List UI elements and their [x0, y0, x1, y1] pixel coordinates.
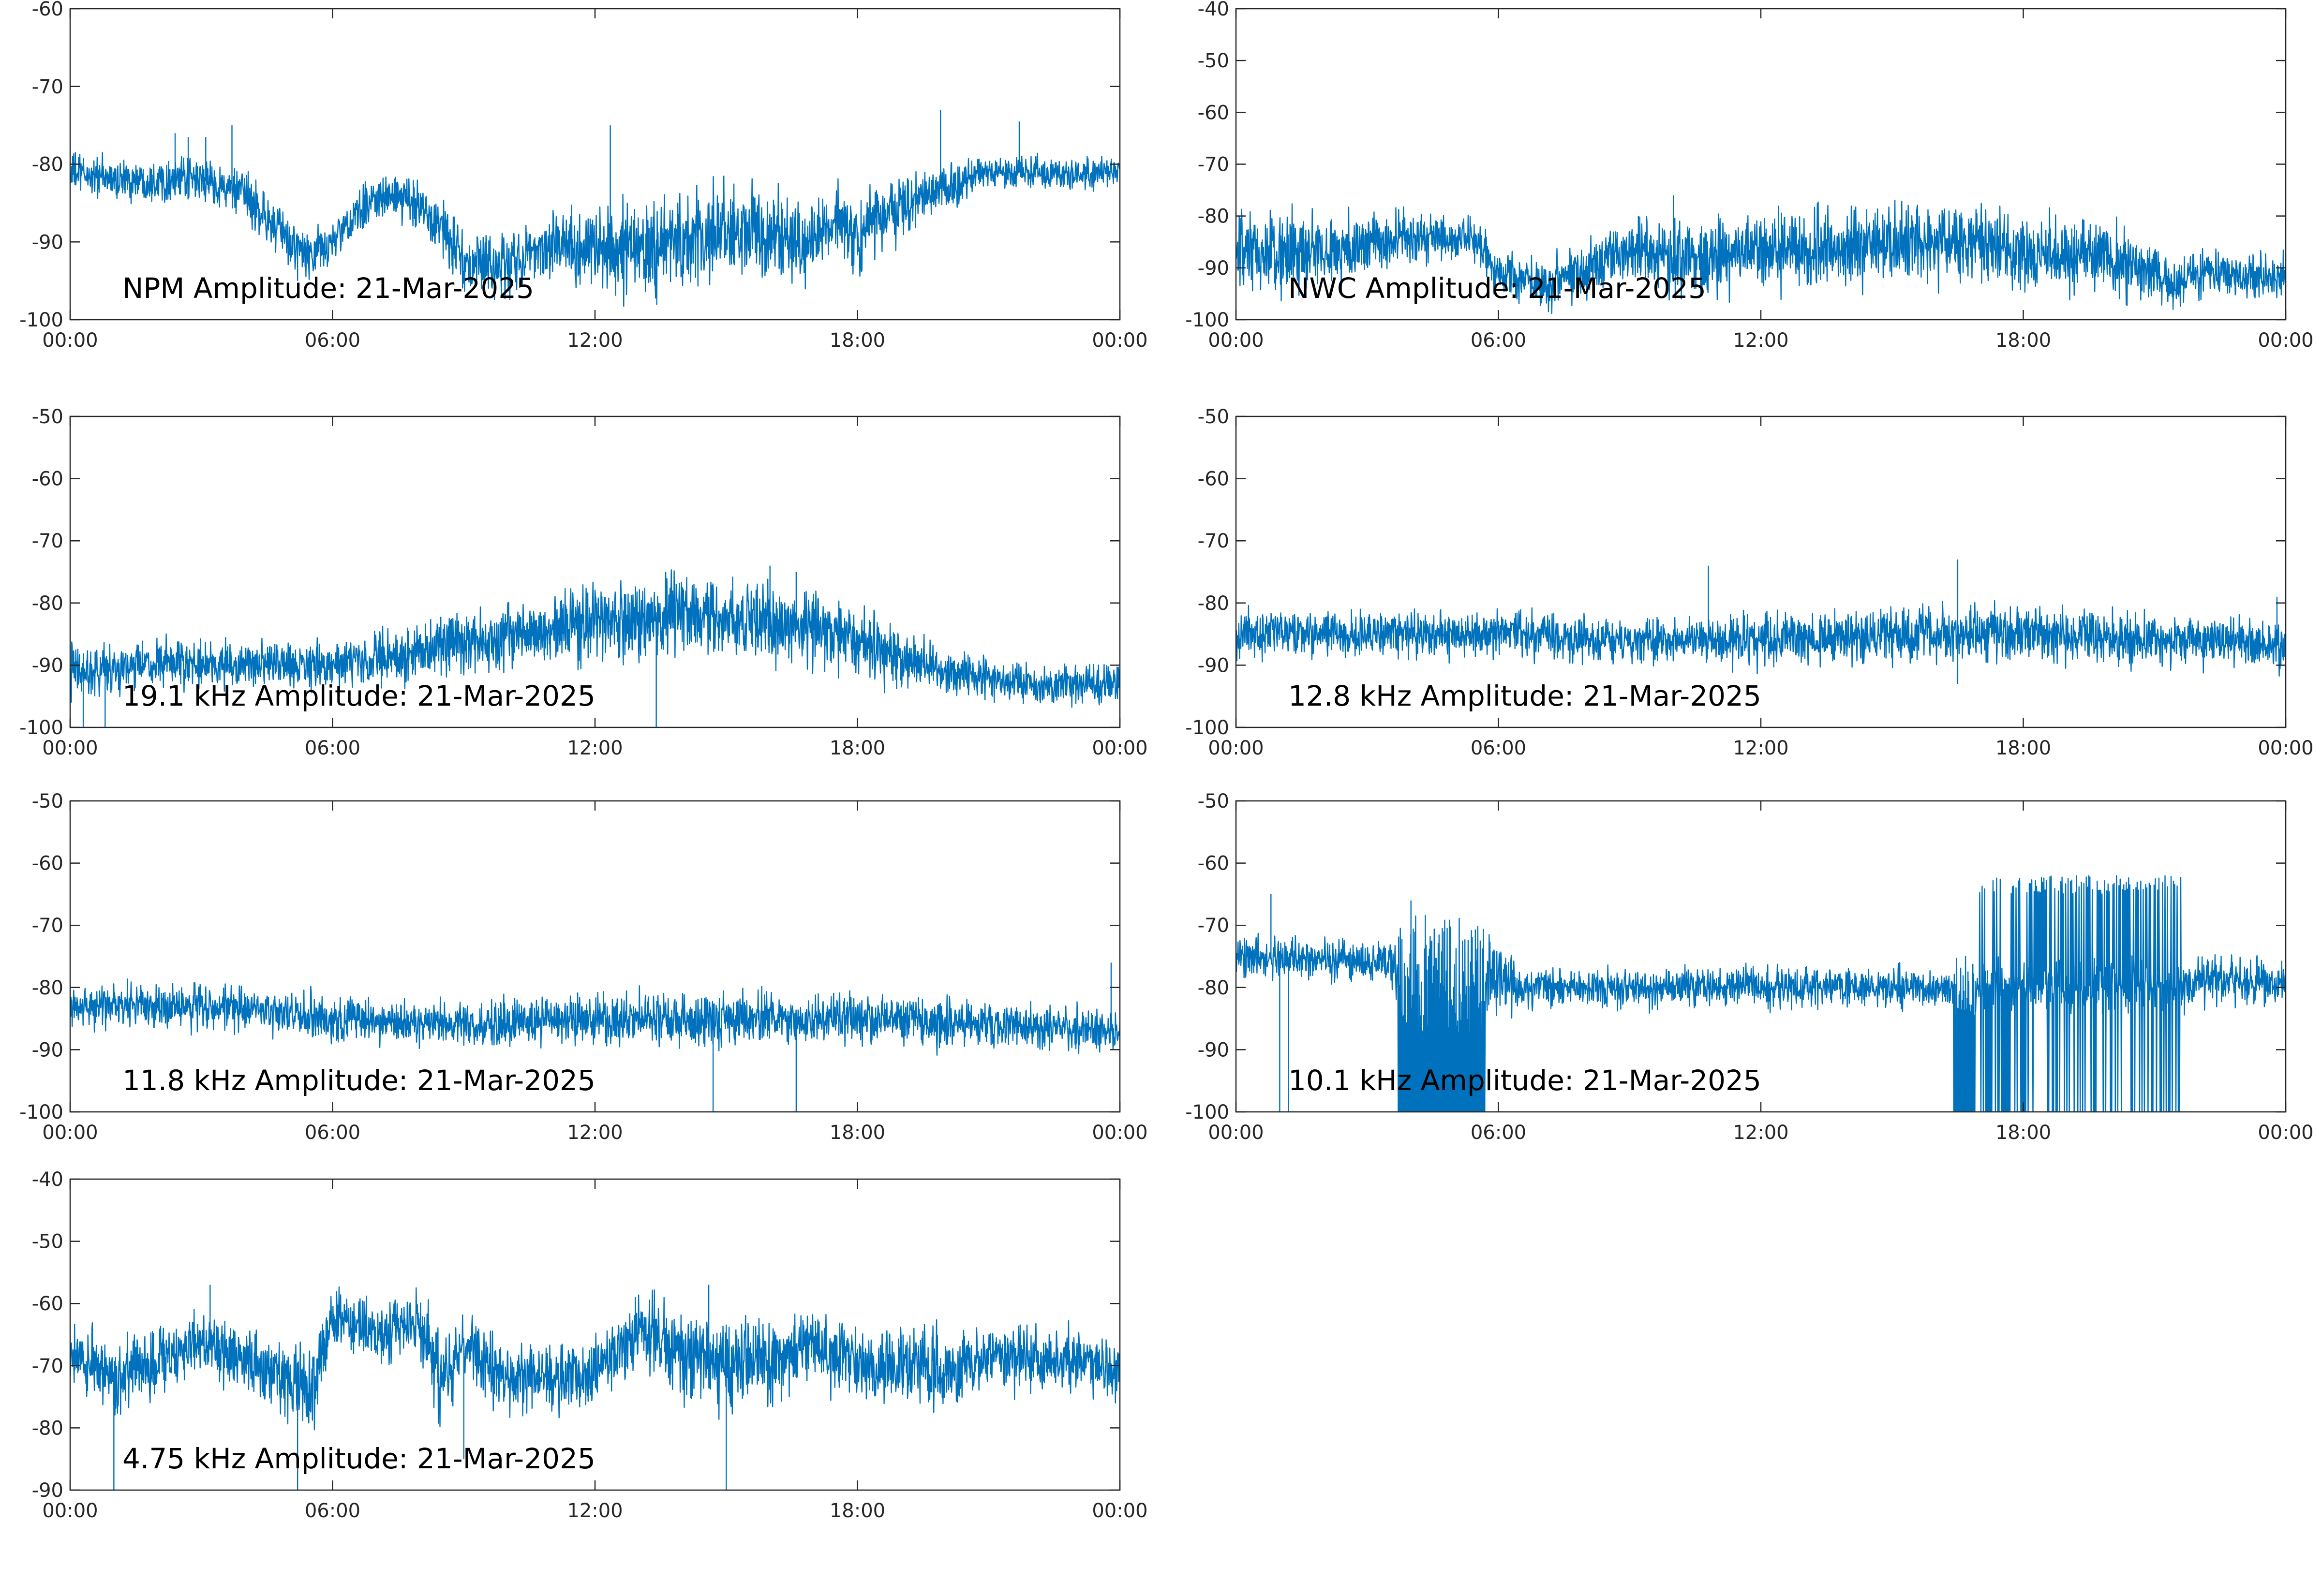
y-tick-label: -90: [32, 1039, 63, 1061]
y-tick-label: -70: [1198, 915, 1229, 937]
x-tick-label: 06:00: [1471, 329, 1526, 352]
y-tick-label: -100: [1185, 717, 1229, 739]
x-tick-label: 00:00: [1208, 329, 1264, 352]
panel-title: NWC Amplitude: 21-Mar-2025: [1288, 272, 1706, 305]
x-tick-label: 12:00: [567, 737, 623, 759]
x-tick-label: 18:00: [1995, 1122, 2051, 1144]
y-tick-label: -80: [1198, 206, 1229, 228]
y-tick-label: -80: [32, 154, 63, 176]
panel-title: 19.1 kHz Amplitude: 21-Mar-2025: [122, 680, 595, 712]
y-tick-label: -80: [32, 592, 63, 615]
y-tick-label: -100: [1185, 1101, 1229, 1123]
y-tick-label: -50: [1198, 406, 1229, 428]
y-tick-label: -60: [32, 853, 63, 875]
x-tick-label: 00:00: [2258, 329, 2313, 352]
panel-title: 12.8 kHz Amplitude: 21-Mar-2025: [1288, 680, 1761, 712]
amplitude-trace: [1236, 195, 2286, 314]
x-tick-label: 12:00: [1733, 329, 1788, 352]
amplitude-panel: -100 -90 -80 -70 -60 -50 00:00 06:00 12:00 18:00 0…: [19, 406, 1147, 759]
panel-title: 11.8 kHz Amplitude: 21-Mar-2025: [122, 1064, 595, 1097]
x-tick-label: 00:00: [42, 1122, 98, 1144]
amplitude-panel: -100 -90 -80 -70 -60 -50 -40 00:00 06:00 12:00 18:…: [1185, 0, 2313, 352]
y-tick-label: -100: [1185, 309, 1229, 331]
x-tick-label: 18:00: [830, 1500, 885, 1522]
x-tick-label: 00:00: [1092, 329, 1147, 352]
x-tick-label: 00:00: [1092, 1500, 1147, 1522]
y-tick-label: -100: [19, 309, 63, 331]
x-tick-label: 18:00: [1995, 737, 2051, 759]
x-tick-label: 12:00: [1733, 1122, 1788, 1144]
y-tick-label: -80: [32, 1417, 63, 1439]
x-tick-label: 00:00: [1208, 737, 1264, 759]
x-tick-label: 00:00: [2258, 737, 2313, 759]
y-tick-label: -80: [32, 977, 63, 999]
x-tick-label: 06:00: [305, 1122, 360, 1144]
y-tick-label: -60: [1198, 102, 1229, 124]
y-tick-label: -100: [19, 717, 63, 739]
amplitude-panel: -90 -80 -70 -60 -50 -40 00:00 06:00 12:00 18:00 00…: [32, 1168, 1148, 1522]
x-tick-label: 06:00: [305, 329, 360, 352]
x-tick-label: 18:00: [1995, 329, 2051, 352]
amplitude-trace: [70, 565, 1120, 727]
panel-title: NPM Amplitude: 21-Mar-2025: [122, 272, 534, 305]
x-tick-label: 06:00: [305, 737, 360, 759]
amplitude-panel: -100 -90 -80 -70 -60 -50 00:00 06:00 12:00 18:00 0…: [1185, 406, 2313, 759]
y-tick-label: -70: [32, 1355, 63, 1377]
x-tick-label: 00:00: [42, 329, 98, 352]
y-tick-label: -50: [32, 790, 63, 813]
x-tick-label: 12:00: [1733, 737, 1788, 759]
amplitude-trace: [70, 962, 1120, 1112]
amplitude-panel: -100 -90 -80 -70 -60 -50 00:00 06:00 12:00 18:00 0…: [19, 790, 1147, 1144]
y-tick-label: -70: [32, 530, 63, 552]
x-tick-label: 06:00: [1471, 737, 1526, 759]
x-tick-label: 00:00: [42, 737, 98, 759]
y-tick-label: -70: [1198, 530, 1229, 552]
amplitude-trace: [1236, 875, 2286, 1112]
y-tick-label: -90: [1198, 257, 1229, 280]
y-tick-label: -100: [19, 1101, 63, 1123]
y-tick-label: -60: [1198, 468, 1229, 490]
y-tick-label: -90: [32, 654, 63, 677]
x-tick-label: 18:00: [830, 1122, 885, 1144]
y-tick-label: -50: [1198, 50, 1229, 72]
y-tick-label: -60: [1198, 853, 1229, 875]
y-tick-label: -60: [32, 0, 63, 20]
y-tick-label: -50: [32, 406, 63, 428]
x-tick-label: 12:00: [567, 1500, 623, 1522]
y-tick-label: -60: [32, 468, 63, 490]
y-tick-label: -60: [32, 1293, 63, 1315]
amplitude-trace: [70, 1285, 1120, 1490]
y-tick-label: -80: [1198, 977, 1229, 999]
x-tick-label: 06:00: [305, 1500, 360, 1522]
y-tick-label: -70: [32, 76, 63, 98]
x-tick-label: 00:00: [1208, 1122, 1264, 1144]
y-tick-label: -90: [32, 231, 63, 253]
panel-title: 4.75 kHz Amplitude: 21-Mar-2025: [122, 1442, 595, 1475]
x-tick-label: 18:00: [830, 329, 885, 352]
y-tick-label: -50: [1198, 790, 1229, 813]
x-tick-label: 12:00: [567, 1122, 623, 1144]
amplitude-panel: -100 -90 -80 -70 -60 -50 00:00 06:00 12:00 18:00 0…: [1185, 790, 2313, 1144]
x-tick-label: 00:00: [1092, 1122, 1147, 1144]
y-tick-label: -90: [1198, 1039, 1229, 1061]
y-tick-label: -70: [1198, 154, 1229, 176]
x-tick-label: 00:00: [42, 1500, 98, 1522]
y-tick-label: -80: [1198, 592, 1229, 615]
y-tick-label: -50: [32, 1231, 63, 1253]
x-tick-label: 00:00: [2258, 1122, 2313, 1144]
amplitude-trace: [70, 110, 1120, 307]
amplitude-panel: -100 -90 -80 -70 -60 00:00 06:00 12:00 18:00 00:0…: [19, 0, 1147, 352]
x-tick-label: 12:00: [567, 329, 623, 352]
y-tick-label: -70: [32, 915, 63, 937]
x-tick-label: 06:00: [1471, 1122, 1526, 1144]
y-tick-label: -40: [32, 1168, 63, 1191]
y-tick-label: -90: [1198, 654, 1229, 677]
panel-title: 10.1 kHz Amplitude: 21-Mar-2025: [1288, 1064, 1761, 1097]
y-tick-label: -40: [1198, 0, 1229, 20]
amplitude-trace: [1236, 559, 2286, 684]
x-tick-label: 00:00: [1092, 737, 1147, 759]
x-tick-label: 18:00: [830, 737, 885, 759]
y-tick-label: -90: [32, 1479, 63, 1502]
